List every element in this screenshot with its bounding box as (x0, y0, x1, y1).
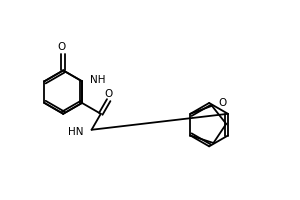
Text: NH: NH (90, 75, 105, 85)
Text: HN: HN (68, 127, 84, 137)
Text: O: O (105, 89, 113, 99)
Text: O: O (219, 98, 227, 108)
Text: O: O (57, 42, 65, 52)
